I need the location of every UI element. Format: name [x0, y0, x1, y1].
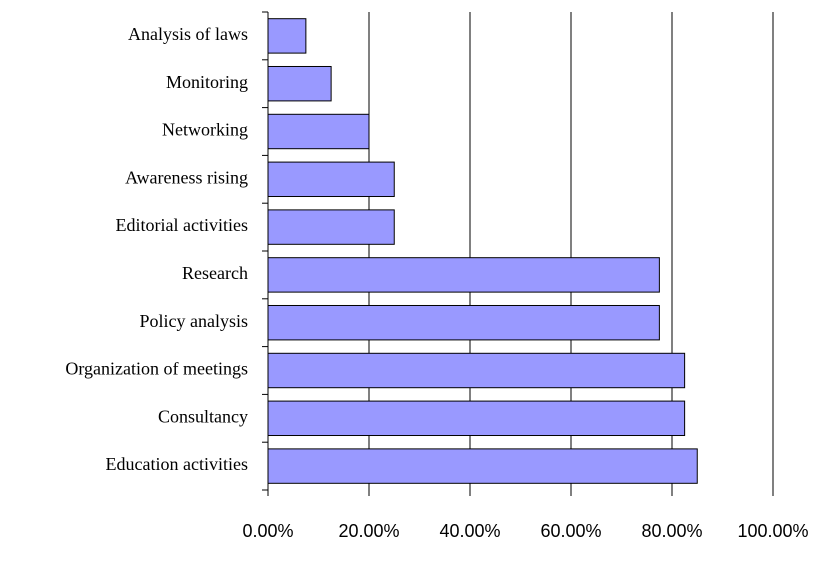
bar: [267, 352, 686, 389]
x-tick-label: 80.00%: [641, 521, 702, 541]
x-tick-label: 40.00%: [439, 521, 500, 541]
y-tick-label: Policy analysis: [140, 311, 249, 331]
y-tick-label: Education activities: [106, 454, 248, 474]
y-tick-label: Analysis of laws: [128, 24, 248, 44]
y-tick-label: Editorial activities: [116, 215, 248, 235]
y-tick-label: Awareness rising: [125, 167, 248, 187]
y-tick-label: Monitoring: [166, 72, 248, 92]
y-tick-label: Consultancy: [158, 406, 248, 426]
bar: [267, 209, 395, 245]
x-tick-label: 100.00%: [737, 521, 808, 541]
y-tick-label: Organization of meetings: [65, 359, 248, 379]
y-tick-label: Research: [182, 263, 248, 283]
x-tick-label: 0.00%: [242, 521, 293, 541]
bar: [267, 113, 370, 150]
bar: [267, 400, 686, 437]
bar: [267, 65, 332, 102]
x-tick-label: 60.00%: [540, 521, 601, 541]
bar: [267, 257, 660, 293]
bar: [267, 161, 395, 198]
bar: [267, 304, 660, 341]
bar: [267, 448, 698, 484]
x-tick-label: 20.00%: [338, 521, 399, 541]
bar: [267, 18, 307, 54]
y-tick-label: Networking: [162, 120, 248, 140]
